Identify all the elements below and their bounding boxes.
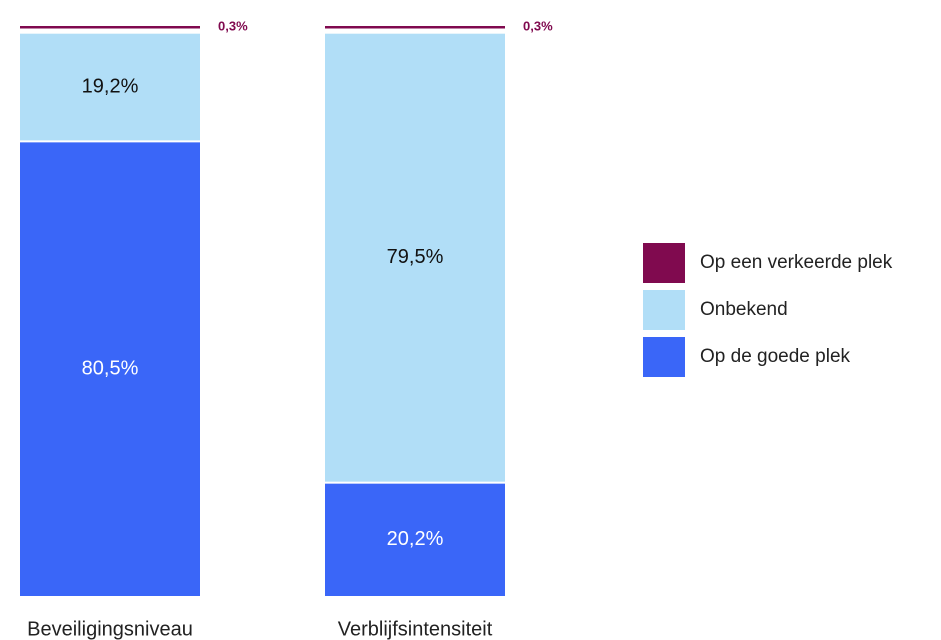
bar-segment xyxy=(325,26,505,29)
bar-segment xyxy=(20,33,200,141)
legend-label: Onbekend xyxy=(700,299,788,320)
bar-segment xyxy=(20,142,200,596)
value-label: 0,3% xyxy=(218,18,248,33)
bar-segment xyxy=(20,26,200,29)
legend-label: Op een verkeerde plek xyxy=(700,252,893,273)
value-label: 0,3% xyxy=(523,18,553,33)
x-tick-label: Verblijfsintensiteit xyxy=(338,618,493,640)
x-tick-label: Beveiligingsniveau xyxy=(27,618,193,640)
value-label: 80,5% xyxy=(82,357,139,379)
value-label: 79,5% xyxy=(387,246,444,268)
legend-label: Op de goede plek xyxy=(700,346,851,367)
bar-segment xyxy=(325,483,505,596)
bar-segment xyxy=(325,33,505,482)
value-label: 19,2% xyxy=(82,75,139,97)
legend-swatch xyxy=(643,243,685,283)
legend-swatch xyxy=(643,290,685,330)
value-label: 20,2% xyxy=(387,528,444,550)
legend-swatch xyxy=(643,337,685,377)
